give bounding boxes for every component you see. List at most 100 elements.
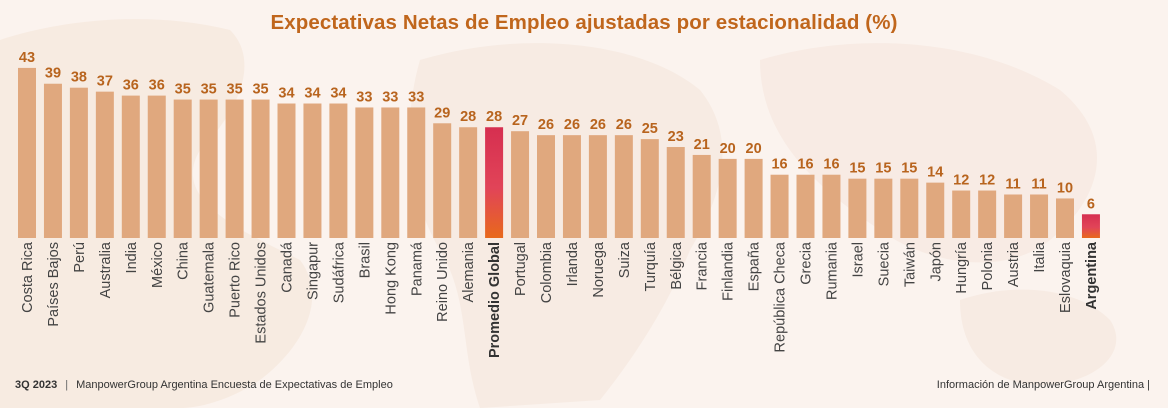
bar-guatemala xyxy=(199,99,218,238)
category-labels-group: Costa Rica Países Bajos Perú Australia India… xyxy=(20,241,1100,358)
bar-grecia xyxy=(796,174,815,238)
category-label-colombia: Colombia xyxy=(539,241,555,303)
bar-colombia xyxy=(537,135,555,238)
bar-hungria xyxy=(952,190,971,238)
value-label-italia: 11 xyxy=(1031,176,1046,192)
bar-japon xyxy=(926,182,945,238)
category-label-japon: Japón xyxy=(928,242,944,282)
value-label-suiza: 26 xyxy=(616,117,632,133)
category-label-austria: Austria xyxy=(1006,241,1022,287)
bar-suecia xyxy=(874,178,893,238)
value-label-eslovaquia: 10 xyxy=(1057,180,1073,196)
category-label-panama: Panamá xyxy=(409,241,425,296)
category-label-italia: Italia xyxy=(1032,241,1048,273)
category-label-guatemala: Guatemala xyxy=(202,241,218,313)
bar-reino-unido xyxy=(433,123,452,238)
value-label-brasil: 33 xyxy=(356,89,372,105)
footer-quarter: 3Q 2023 xyxy=(15,379,58,391)
category-label-india: India xyxy=(124,241,140,273)
bar-promedio-global xyxy=(485,127,504,238)
value-label-hong-kong: 33 xyxy=(382,89,398,105)
value-label-polonia: 12 xyxy=(979,173,995,189)
bar-eslovaquia xyxy=(1056,198,1074,238)
category-label-estados-unidos: Estados Unidos xyxy=(254,242,270,344)
category-label-francia: Francia xyxy=(695,241,711,290)
value-label-taiwan: 15 xyxy=(901,161,917,177)
value-label-peru: 38 xyxy=(71,70,87,86)
bar-finlandia xyxy=(718,158,737,238)
category-label-grecia: Grecia xyxy=(799,241,815,285)
value-label-paises-bajos: 39 xyxy=(45,66,61,82)
category-label-alemania: Alemania xyxy=(461,241,477,302)
bar-singapur xyxy=(303,103,322,238)
bar-brasil xyxy=(355,107,374,238)
bar-portugal xyxy=(511,131,530,238)
bar-puerto-rico xyxy=(225,99,244,238)
value-label-portugal: 27 xyxy=(512,113,528,129)
value-label-sudafrica: 34 xyxy=(330,86,346,102)
category-label-belgica: Bélgica xyxy=(669,241,685,289)
value-label-irlanda: 26 xyxy=(564,117,580,133)
value-label-costa-rica: 43 xyxy=(19,50,35,66)
value-label-rumania: 16 xyxy=(823,157,839,173)
category-label-puerto-rico: Puerto Rico xyxy=(228,242,244,318)
category-label-reino-unido: Reino Unido xyxy=(435,242,451,322)
category-label-espana: España xyxy=(747,241,763,291)
value-label-reino-unido: 29 xyxy=(434,105,450,121)
bar-mexico xyxy=(147,95,166,238)
category-label-hungria: Hungría xyxy=(954,241,970,294)
value-label-panama: 33 xyxy=(408,89,424,105)
value-label-canada: 34 xyxy=(278,86,294,102)
bar-hong-kong xyxy=(381,107,400,238)
category-label-republica-checa: República Checa xyxy=(773,241,789,352)
value-label-turquia: 25 xyxy=(642,121,658,137)
value-label-austria: 11 xyxy=(1005,176,1020,192)
category-label-singapur: Singapur xyxy=(305,242,321,300)
footer-survey-name: ManpowerGroup Argentina Encuesta de Expe… xyxy=(76,379,393,391)
bar-australia xyxy=(95,91,114,239)
value-label-estados-unidos: 35 xyxy=(252,82,268,98)
value-label-hungria: 12 xyxy=(953,173,969,189)
bar-republica-checa xyxy=(770,174,789,238)
bar-polonia xyxy=(978,190,997,238)
category-label-noruega: Noruega xyxy=(591,241,607,298)
category-label-portugal: Portugal xyxy=(513,242,529,296)
bar-espana xyxy=(744,158,763,238)
category-label-turquia: Turquía xyxy=(643,241,659,291)
category-label-polonia: Polonia xyxy=(980,241,996,290)
value-label-mexico: 36 xyxy=(149,78,165,94)
value-label-belgica: 23 xyxy=(668,129,684,145)
category-label-sudafrica: Sudáfrica xyxy=(331,241,347,303)
category-label-hong-kong: Hong Kong xyxy=(383,242,399,315)
category-label-peru: Perú xyxy=(72,242,88,273)
category-label-mexico: México xyxy=(150,242,166,288)
value-label-india: 36 xyxy=(123,78,139,94)
bar-india xyxy=(121,95,140,238)
value-label-suecia: 15 xyxy=(875,161,891,177)
value-labels-group: 43 39 38 37 36 36 35 35 35 35 34 34 34 33 33 33 29 28 28 27… xyxy=(19,50,1095,212)
category-label-finlandia: Finlandia xyxy=(721,241,737,301)
bar-panama xyxy=(407,107,426,238)
bar-italia xyxy=(1030,194,1049,238)
value-label-republica-checa: 16 xyxy=(771,157,787,173)
bar-austria xyxy=(1004,194,1023,238)
value-label-puerto-rico: 35 xyxy=(227,82,243,98)
bar-estados-unidos xyxy=(251,99,270,238)
category-label-irlanda: Irlanda xyxy=(565,241,581,286)
bar-peru xyxy=(69,87,88,238)
value-label-china: 35 xyxy=(175,82,191,98)
footer-separator: | xyxy=(65,379,69,391)
bar-belgica xyxy=(666,147,685,238)
bar-rumania xyxy=(822,174,841,238)
bar-noruega xyxy=(588,135,607,238)
value-label-argentina: 6 xyxy=(1087,196,1095,212)
value-label-finlandia: 20 xyxy=(720,141,736,157)
footer-source: Información de ManpowerGroup Argentina | xyxy=(936,379,1150,391)
value-label-israel: 15 xyxy=(849,161,865,177)
category-label-china: China xyxy=(176,241,192,280)
category-label-costa-rica: Costa Rica xyxy=(20,241,36,313)
value-label-japon: 14 xyxy=(927,165,943,181)
footer-left: 3Q 2023 | ManpowerGroup Argentina Encuesta… xyxy=(15,379,393,391)
category-label-canada: Canadá xyxy=(280,241,296,293)
